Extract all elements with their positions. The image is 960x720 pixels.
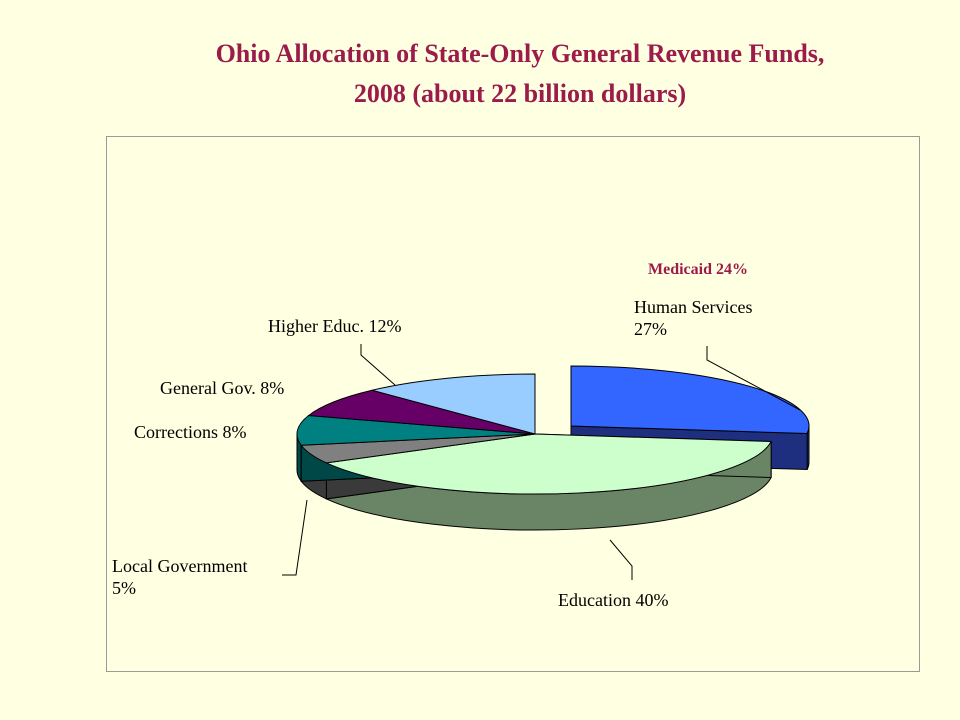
chart-title-line2: 2008 (about 22 billion dollars) [353, 79, 687, 108]
slice-label-higher: Higher Educ. 12% [268, 316, 401, 336]
slice-label-corrections: Corrections 8% [134, 422, 246, 442]
leader-line-local [282, 499, 308, 576]
plot-area [106, 136, 920, 672]
pie-slice-higher [371, 373, 536, 435]
chart-title-line1: Ohio Allocation of State-Only General Re… [215, 39, 825, 68]
slice-label-local: Local Government 5% [112, 556, 247, 598]
pie-slice-corrections [296, 414, 536, 446]
pie-slice-education [324, 433, 772, 495]
chart-title: Ohio Allocation of State-Only General Re… [0, 34, 960, 114]
slice-labels: Human Services 27% Education 40% Local Gove… [112, 297, 752, 610]
leader-line-higher [360, 344, 396, 386]
pie-slice-general [307, 389, 536, 435]
pie-slice-human [570, 365, 810, 435]
pie-slices [296, 365, 810, 531]
medicaid-annotation: Medicaid 24% [648, 261, 748, 278]
slice-label-human: Human Services 27% [634, 297, 752, 339]
slice-label-general: General Gov. 8% [160, 378, 284, 398]
leader-line-education [609, 539, 633, 580]
slice-label-education: Education 40% [558, 590, 668, 610]
leader-lines [282, 344, 801, 580]
leader-line-human [706, 346, 801, 411]
